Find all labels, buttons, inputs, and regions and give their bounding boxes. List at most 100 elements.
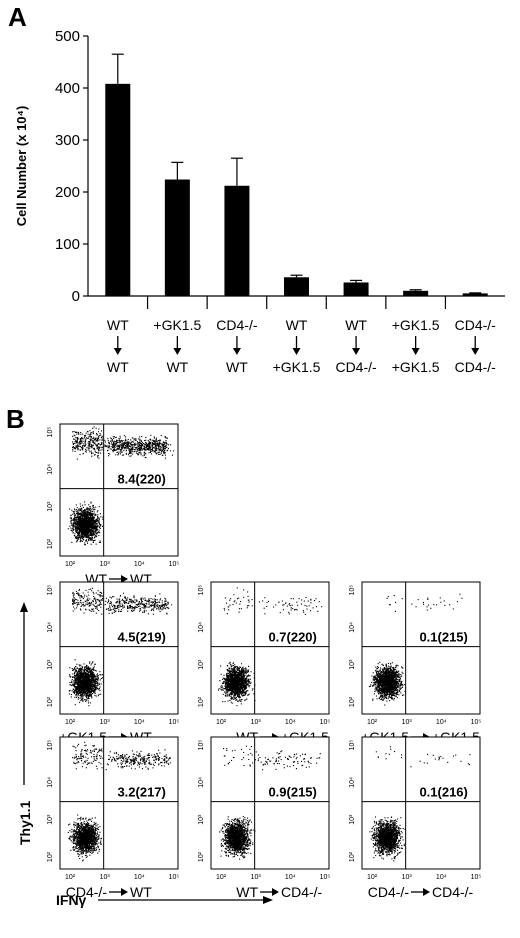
x-tick-label: 10⁴ <box>134 874 145 881</box>
x-tick-label: 10⁵ <box>471 874 482 881</box>
category-recipient: CD4-/- <box>335 359 377 375</box>
sample-donor: CD4-/- <box>66 884 108 900</box>
dot-cloud <box>217 587 323 707</box>
y-tick-label: 10² <box>47 538 54 549</box>
flow-plot: 0.1(215)10²10²10³10³10⁴10⁴10⁵10⁵+GK1.5+G… <box>349 581 482 745</box>
sample-donor: WT <box>236 884 258 900</box>
y-tick-label: 10³ <box>47 501 54 512</box>
category-donor: WT <box>107 317 129 333</box>
y-tick-label: 100 <box>55 236 80 253</box>
x-tick-label: 10³ <box>100 874 111 881</box>
quadrant-value: 0.7(220) <box>268 630 316 645</box>
y-tick-label: 10² <box>349 851 356 862</box>
y-tick-label: 10³ <box>198 659 205 670</box>
ifng-axis-title: IFNγ <box>56 892 87 908</box>
flow-plot: 3.2(217) 10² 10² 10³ 10³ 10⁴ 10⁴ 10⁵ 10⁵ CD4-/- WT <box>47 736 179 900</box>
arrow-right-icon <box>423 888 430 896</box>
x-tick-label: 10² <box>216 874 227 881</box>
category-donor: +GK1.5 <box>153 317 201 333</box>
y-tick-label: 10³ <box>198 814 205 825</box>
x-tick-label: 10² <box>367 719 378 726</box>
quadrant-value: 4.5(219) <box>117 630 165 645</box>
x-tick-label: 10⁴ <box>436 874 447 881</box>
x-tick-label: 10² <box>367 874 378 881</box>
quadrant-value: 0.1(215) <box>419 630 467 645</box>
x-tick-label: 10³ <box>100 561 111 568</box>
flow-axis-titles: Thy1.1 IFNγ <box>17 602 273 908</box>
quadrant-label-bg <box>107 784 176 800</box>
y-tick-label: 10⁵ <box>349 740 356 751</box>
x-tick-label: 10³ <box>402 719 413 726</box>
bar <box>105 83 131 296</box>
y-tick-label: 10² <box>349 696 356 707</box>
y-tick-label: 10⁵ <box>198 585 205 596</box>
arrow-down-icon <box>411 348 420 355</box>
arrow-right-icon <box>121 575 128 583</box>
category-recipient: +GK1.5 <box>392 359 440 375</box>
panel-b-letter: B <box>6 404 25 434</box>
y-tick-label: 10⁴ <box>198 777 205 788</box>
y-tick-label: 10⁴ <box>47 464 54 475</box>
dot-cloud <box>68 587 173 707</box>
x-tick-label: 10³ <box>251 874 262 881</box>
x-tick-label: 10⁴ <box>134 719 145 726</box>
y-tick-label: 10⁴ <box>349 622 356 633</box>
dot-cloud <box>67 426 175 546</box>
quadrant-label-bg <box>409 629 478 645</box>
arrow-right-icon <box>272 888 279 896</box>
y-tick-label: 10³ <box>47 659 54 670</box>
x-tick-label: 10⁵ <box>471 719 482 726</box>
panel-a-letter: A <box>8 2 27 32</box>
y-tick-label: 200 <box>55 184 80 201</box>
dot-cloud <box>368 593 463 706</box>
y-tick-label: 10² <box>198 851 205 862</box>
y-tick-label: 10² <box>198 696 205 707</box>
y-tick-label: 10⁵ <box>47 740 54 751</box>
x-tick-label: 10² <box>65 874 76 881</box>
arrow-down-icon <box>471 348 480 355</box>
y-tick-label: 10⁴ <box>47 622 54 633</box>
bar <box>462 293 488 296</box>
category-donor: +GK1.5 <box>392 317 440 333</box>
bar <box>343 282 369 296</box>
x-tick-label: 10³ <box>251 719 262 726</box>
bar <box>284 277 309 296</box>
quadrant-value: 0.9(215) <box>268 785 316 800</box>
x-tick-label: 10⁴ <box>285 719 296 726</box>
x-tick-label: 10³ <box>402 874 413 881</box>
y-tick-label: 300 <box>55 132 80 149</box>
y-tick-label: 10⁴ <box>47 777 54 788</box>
sample-recipient: WT <box>130 884 152 900</box>
category-recipient: CD4-/- <box>455 359 497 375</box>
dot-cloud <box>219 745 321 860</box>
quadrant-value: 8.4(220) <box>117 472 165 487</box>
x-tick-label: 10⁵ <box>320 719 331 726</box>
y-tick-label: 10³ <box>349 659 356 670</box>
y-tick-label: 400 <box>55 80 80 97</box>
x-tick-label: 10² <box>65 561 76 568</box>
x-tick-label: 10⁴ <box>134 561 145 568</box>
y-tick-label: 500 <box>55 28 80 45</box>
flow-plot: 0.9(215) 10² 10² 10³ 10³ 10⁴ 10⁴ 10⁵ 10⁵ WT CD4-/- <box>198 736 330 900</box>
y-tick-label: 10⁴ <box>198 622 205 633</box>
y-tick-label: 10⁵ <box>47 427 54 438</box>
arrow-down-icon <box>113 348 122 355</box>
y-tick-label: 10³ <box>47 814 54 825</box>
quadrant-label-bg <box>258 629 327 645</box>
arrow-down-icon <box>352 348 361 355</box>
category-donor: CD4-/- <box>455 317 497 333</box>
y-tick-label: 10⁵ <box>198 740 205 751</box>
quadrant-label-bg <box>107 629 176 645</box>
x-tick-label: 10⁵ <box>169 561 180 568</box>
bar <box>403 290 429 296</box>
plot-frame <box>361 736 481 870</box>
arrow-down-icon <box>232 348 241 355</box>
arrow-right-icon <box>263 896 273 904</box>
y-axis-title: Cell Number (x 10⁴) <box>14 106 29 227</box>
x-tick-label: 10² <box>216 719 227 726</box>
bar-chart: 0 100 200 300 400 500 Cell Number (x 10⁴) WT WT +… <box>14 28 505 375</box>
category-donor: WT <box>286 317 308 333</box>
y-tick-label: 10⁴ <box>349 777 356 788</box>
x-tick-label: 10² <box>65 719 76 726</box>
